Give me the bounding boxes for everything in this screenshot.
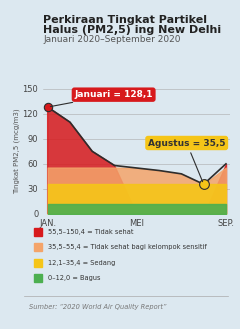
Text: 12,1–35,4 = Sedang: 12,1–35,4 = Sedang (48, 260, 115, 266)
Text: Halus (PM2,5) ing New Delhi: Halus (PM2,5) ing New Delhi (43, 25, 221, 35)
Text: Perkiraan Tingkat Partikel: Perkiraan Tingkat Partikel (43, 15, 207, 25)
Text: 35,5–55,4 = Tidak sehat bagi kelompok sensitif: 35,5–55,4 = Tidak sehat bagi kelompok se… (48, 244, 207, 250)
Text: Agustus = 35,5: Agustus = 35,5 (148, 139, 225, 182)
Text: Januari 2020–September 2020: Januari 2020–September 2020 (43, 35, 181, 43)
Text: Sumber: “2020 World Air Quality Report”: Sumber: “2020 World Air Quality Report” (29, 304, 166, 311)
Y-axis label: Tingkat PM2,5 (mcg/m3): Tingkat PM2,5 (mcg/m3) (13, 109, 20, 194)
Text: Januari = 128,1: Januari = 128,1 (50, 90, 153, 107)
Text: 55,5–150,4 = Tidak sehat: 55,5–150,4 = Tidak sehat (48, 229, 133, 235)
Text: 0–12,0 = Bagus: 0–12,0 = Bagus (48, 275, 101, 281)
